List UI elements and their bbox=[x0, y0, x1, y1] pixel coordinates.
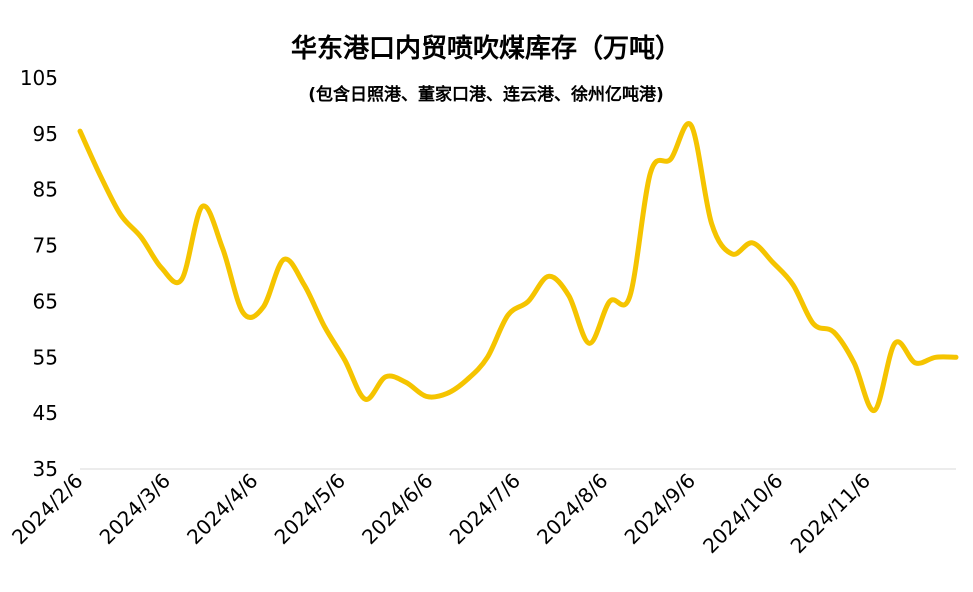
x-tick-label: 2024/9/6 bbox=[620, 469, 700, 549]
y-axis-ticks: 35 45 55 65 75 85 95 105 bbox=[20, 66, 58, 481]
x-tick-label: 2024/6/6 bbox=[357, 469, 437, 549]
x-tick-label: 2024/4/6 bbox=[182, 469, 262, 549]
y-tick-label: 75 bbox=[33, 234, 58, 258]
chart-title: 华东港口内贸喷吹煤库存（万吨） bbox=[291, 33, 681, 64]
x-tick-label: 2024/11/6 bbox=[786, 469, 875, 558]
y-tick-label: 45 bbox=[33, 401, 58, 425]
y-tick-label: 105 bbox=[20, 66, 58, 90]
y-tick-label: 85 bbox=[33, 178, 58, 202]
y-tick-label: 35 bbox=[33, 457, 58, 481]
y-tick-label: 55 bbox=[33, 345, 58, 369]
x-tick-label: 2024/7/6 bbox=[445, 469, 525, 549]
chart-subtitle: (包含日照港、董家口港、连云港、徐州亿吨港) bbox=[308, 84, 664, 105]
x-tick-label: 2024/10/6 bbox=[698, 469, 787, 558]
y-tick-label: 95 bbox=[33, 122, 58, 146]
y-tick-label: 65 bbox=[33, 289, 58, 313]
series-line-coal-inventory bbox=[77, 121, 959, 413]
x-tick-label: 2024/8/6 bbox=[532, 469, 612, 549]
x-tick-label: 2024/5/6 bbox=[270, 469, 350, 549]
x-axis-ticks: 2024/2/6 2024/3/6 2024/4/6 2024/5/6 2024/6/6… bbox=[7, 469, 875, 558]
x-tick-label: 2024/3/6 bbox=[95, 469, 175, 549]
